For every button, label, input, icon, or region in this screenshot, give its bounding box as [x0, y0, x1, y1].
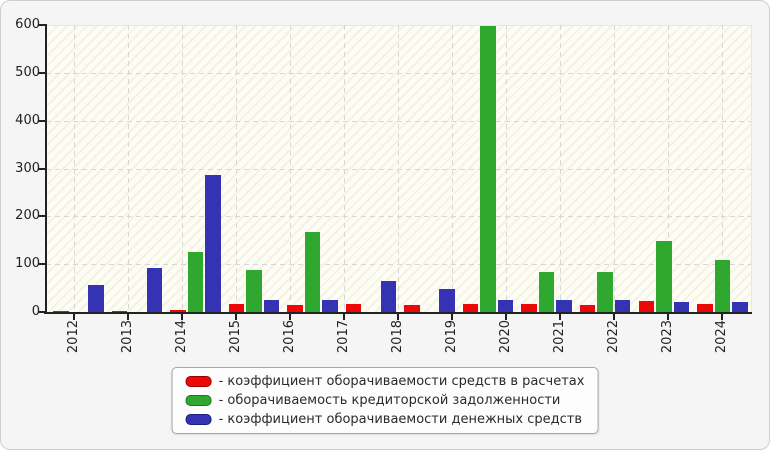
x-axis-tick-label: 2017 — [336, 320, 351, 354]
v-gridline — [614, 25, 615, 312]
bar-cash-g0 — [88, 284, 104, 312]
x-axis-tick-label: 2020 — [498, 320, 513, 354]
v-gridline — [506, 25, 507, 312]
bar-payables-g9 — [597, 272, 613, 312]
bar-receivables-g9 — [579, 304, 596, 312]
y-axis-tick-label: 0 — [31, 304, 40, 319]
bar-payables-g4 — [304, 231, 321, 312]
bar-cash-g10 — [673, 302, 689, 312]
legend-label: - оборачиваемость кредиторской задолженн… — [218, 393, 561, 408]
y-axis-tick — [38, 24, 46, 26]
x-axis-tick-label: 2021 — [552, 320, 567, 354]
x-axis-tick — [505, 314, 507, 320]
y-axis-tick-label: 300 — [15, 160, 40, 176]
v-gridline — [344, 25, 345, 312]
legend-label: - коэффициент оборачиваемости денежных с… — [218, 412, 583, 427]
bar-receivables-g2 — [170, 310, 186, 312]
x-axis-tick — [613, 314, 615, 320]
x-axis-tick — [451, 314, 453, 320]
x-axis-tick — [289, 314, 291, 320]
x-axis-tick-label: 2012 — [66, 320, 81, 354]
x-axis-tick-label: 2022 — [606, 320, 621, 354]
x-axis-line — [44, 312, 752, 314]
bar-payables-g2 — [187, 252, 204, 312]
v-gridline — [182, 25, 183, 312]
bar-receivables-g3 — [228, 304, 245, 312]
v-gridline — [74, 25, 75, 312]
bar-receivables-g1 — [111, 310, 128, 312]
bar-cash-g6 — [439, 288, 455, 312]
v-gridline — [560, 25, 561, 312]
bar-cash-g5 — [380, 280, 397, 312]
y-axis-tick-label: 400 — [15, 112, 40, 128]
y-axis-tick — [38, 167, 46, 170]
v-gridline — [452, 25, 453, 312]
v-gridline — [236, 25, 237, 312]
cash-legend-swatch-icon — [185, 414, 212, 425]
y-axis-tick — [38, 119, 46, 122]
x-axis-tick-label: 2015 — [228, 320, 243, 354]
y-axis-tick-label: 500 — [15, 64, 40, 80]
x-axis-tick-label: 2013 — [120, 320, 135, 354]
x-axis-tick — [667, 314, 669, 320]
bar-cash-g1 — [146, 267, 163, 312]
x-axis-tick-label: 2018 — [390, 320, 405, 354]
x-axis-tick — [343, 314, 345, 320]
v-gridline — [290, 25, 291, 312]
bar-receivables-g0 — [53, 310, 69, 312]
x-axis-tick — [397, 314, 399, 320]
legend-item-receivables: - коэффициент оборачиваемости средств в … — [185, 372, 585, 391]
legend-item-cash: - коэффициент оборачиваемости денежных с… — [185, 410, 585, 429]
v-gridline — [398, 25, 399, 312]
bar-cash-g7 — [497, 300, 514, 312]
y-axis-tick-label: 200 — [15, 208, 40, 224]
legend-label: - коэффициент оборачиваемости средств в … — [218, 374, 585, 389]
bar-payables-g10 — [656, 241, 672, 312]
x-axis-tick — [721, 314, 723, 320]
bar-cash-g2 — [205, 174, 221, 312]
x-axis-tick-label: 2019 — [444, 320, 459, 354]
bar-receivables-g5 — [345, 303, 362, 312]
bar-payables-g3 — [246, 270, 262, 312]
bar-cash-g11 — [732, 301, 748, 312]
bar-cash-g3 — [263, 300, 280, 312]
bar-receivables-g10 — [638, 301, 654, 312]
y-axis-tick — [38, 215, 46, 218]
x-axis-tick-label: 2014 — [174, 320, 189, 354]
x-axis-tick — [73, 314, 75, 320]
bar-cash-g9 — [614, 299, 631, 312]
bar-receivables-g8 — [521, 304, 537, 312]
x-axis-tick — [235, 314, 237, 320]
v-gridline — [128, 25, 129, 312]
bar-cash-g4 — [322, 299, 338, 312]
x-axis-tick-label: 2024 — [714, 320, 729, 354]
x-axis-tick — [559, 314, 561, 320]
bar-receivables-g4 — [287, 305, 303, 312]
bar-receivables-g7 — [462, 303, 479, 312]
chart-legend: - коэффициент оборачиваемости средств в … — [171, 367, 599, 434]
receivables-legend-swatch-icon — [185, 376, 212, 387]
payables-legend-swatch-icon — [185, 395, 212, 406]
bar-receivables-g11 — [697, 304, 713, 312]
bar-payables-g8 — [538, 272, 555, 312]
y-axis-tick-label: 100 — [15, 256, 40, 272]
y-axis-tick — [38, 311, 46, 313]
bar-payables-g7 — [480, 26, 496, 312]
x-axis-tick — [181, 314, 183, 320]
x-axis-tick-label: 2016 — [282, 320, 297, 354]
v-gridline — [722, 25, 723, 312]
v-gridline — [668, 25, 669, 312]
y-axis-tick — [38, 263, 46, 266]
bar-cash-g8 — [556, 299, 572, 312]
x-axis-tick — [127, 314, 129, 320]
bar-payables-g11 — [714, 260, 731, 312]
bar-receivables-g6 — [404, 305, 420, 312]
y-axis-tick-label: 600 — [15, 17, 40, 32]
y-axis-tick — [38, 71, 46, 74]
x-axis-tick-label: 2023 — [660, 320, 675, 354]
legend-item-payables: - оборачиваемость кредиторской задолженн… — [185, 391, 585, 410]
y-axis-line — [45, 24, 47, 314]
